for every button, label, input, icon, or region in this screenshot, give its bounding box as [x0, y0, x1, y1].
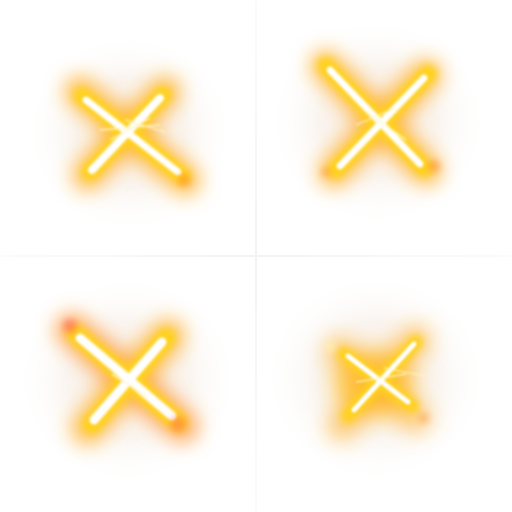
frame-divider-horizontal: [0, 255, 512, 257]
ember: [321, 167, 331, 177]
core-strokes: [326, 66, 428, 170]
ember: [428, 160, 440, 172]
spark-x-icon: [268, 17, 488, 227]
core-strokes: [82, 94, 182, 176]
spark-x-icon: [16, 275, 240, 485]
ember: [324, 340, 336, 352]
core-strokes: [345, 341, 427, 413]
x-spark-frame-4: [256, 256, 512, 512]
ember: [419, 413, 429, 423]
ember: [178, 174, 190, 186]
x-spark-frame-1: [0, 0, 256, 256]
x-spark-frame-3: [0, 256, 256, 512]
spark-x-icon: [25, 33, 235, 233]
ember: [170, 416, 186, 432]
ember: [63, 319, 77, 333]
x-spark-frame-2: [256, 0, 512, 256]
core-strokes: [75, 333, 177, 425]
spark-x-icon: [264, 273, 488, 483]
